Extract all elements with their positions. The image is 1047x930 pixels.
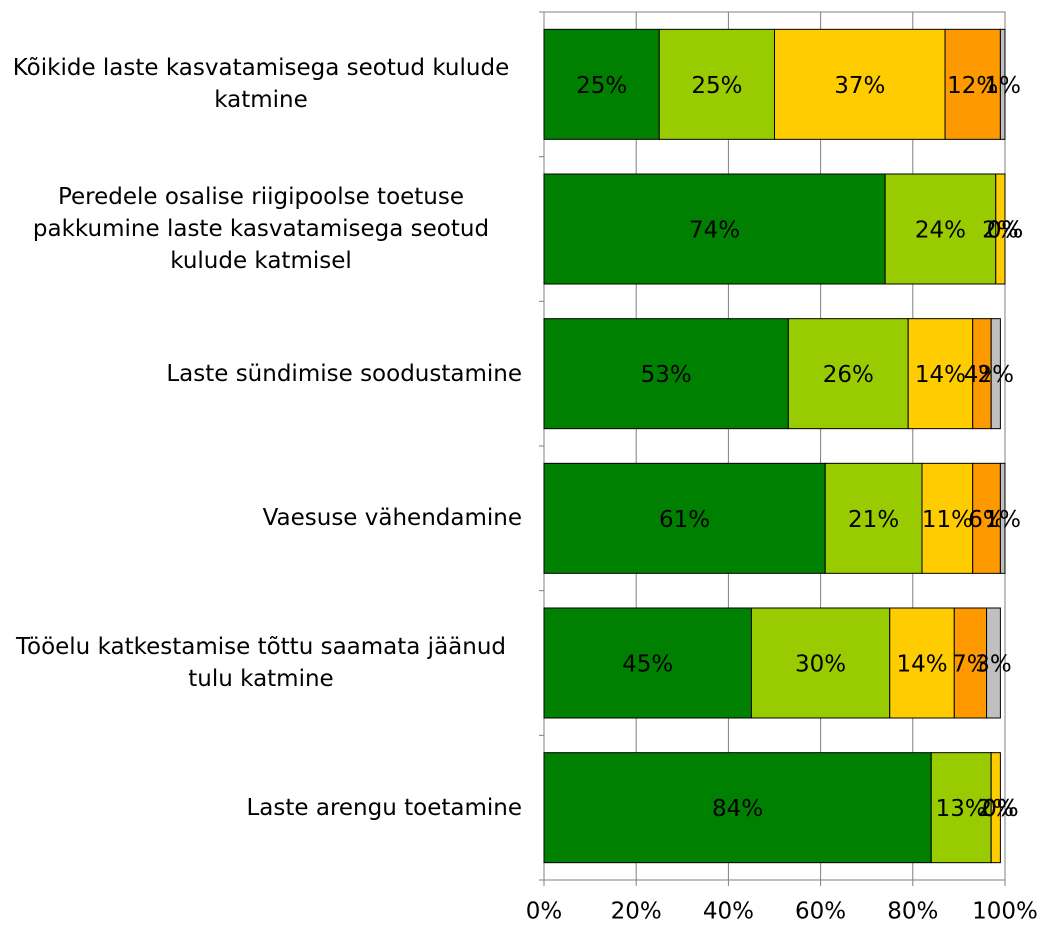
bar-segment: [972, 462, 1001, 574]
bar-segment: [930, 752, 992, 864]
category-label-box: Tööelu katkestamise tõttu saamata jäänud…: [0, 591, 522, 736]
data-label: 53%: [641, 362, 692, 388]
bar-segment: [990, 318, 1001, 430]
data-label: 2%: [978, 796, 1015, 822]
bar-segment: [824, 462, 923, 574]
x-tick-label: 0%: [526, 899, 563, 925]
x-tick-label: 100%: [972, 899, 1038, 925]
plot-area: [543, 11, 1006, 881]
data-label: 25%: [691, 73, 742, 99]
bar-segment: [750, 607, 891, 719]
category-label-box: Peredele osalise riigipoolse toetuse pak…: [0, 157, 522, 302]
data-label: 7%: [952, 652, 989, 678]
data-label: 84%: [712, 796, 763, 822]
data-label: 13%: [936, 796, 987, 822]
data-label: 0%: [987, 218, 1024, 244]
data-label: 61%: [659, 507, 710, 533]
data-label: 30%: [795, 652, 846, 678]
bar-segment: [907, 318, 974, 430]
y-tick-label: Laste sündimise soodustamine: [166, 360, 522, 387]
data-label: 14%: [896, 652, 947, 678]
data-label: 0%: [987, 218, 1024, 244]
data-label: 0%: [982, 796, 1019, 822]
data-label: 1%: [984, 507, 1021, 533]
data-label: 26%: [823, 362, 874, 388]
data-label: 45%: [622, 652, 673, 678]
bar-segment: [999, 28, 1006, 140]
bar-segment: [774, 28, 946, 140]
data-label: 37%: [834, 73, 885, 99]
bar-segment: [884, 173, 997, 285]
bar-segment: [999, 462, 1006, 574]
data-label: 3%: [975, 652, 1012, 678]
bar-segment: [543, 173, 886, 285]
x-tick-label: 40%: [703, 899, 754, 925]
y-tick-label: Peredele osalise riigipoolse toetuse pak…: [32, 183, 490, 274]
bar-segment: [995, 173, 1006, 285]
data-label: 2%: [978, 362, 1015, 388]
category-label-box: Vaesuse vähendamine: [0, 446, 522, 591]
x-tick-label: 60%: [795, 899, 846, 925]
data-label: 12%: [947, 73, 998, 99]
bar-segment: [658, 28, 775, 140]
y-tick-label: Tööelu katkestamise tõttu saamata jäänud…: [15, 633, 507, 692]
data-label: 6%: [968, 507, 1005, 533]
data-label: 2%: [982, 218, 1019, 244]
bar-segment: [986, 607, 1001, 719]
category-label-box: Kõikide laste kasvatamisega seotud kulud…: [0, 12, 522, 157]
bar-segment: [543, 752, 932, 864]
bar-segment: [543, 462, 826, 574]
data-label: 14%: [915, 362, 966, 388]
bar-segment: [543, 318, 789, 430]
bar-segment: [921, 462, 974, 574]
y-tick-label: Vaesuse vähendamine: [262, 505, 522, 532]
x-tick-label: 20%: [611, 899, 662, 925]
category-label-box: Laste sündimise soodustamine: [0, 301, 522, 446]
bar-segment: [944, 28, 1001, 140]
category-label-box: Laste arengu toetamine: [0, 735, 522, 880]
data-label: 74%: [689, 218, 740, 244]
bar-segment: [543, 607, 752, 719]
x-tick-label: 80%: [887, 899, 938, 925]
bar-segment: [953, 607, 988, 719]
y-tick-label: Kõikide laste kasvatamisega seotud kulud…: [12, 55, 510, 114]
bar-segment: [990, 752, 1001, 864]
data-label: 1%: [984, 73, 1021, 99]
data-label: 21%: [848, 507, 899, 533]
data-label: 0%: [982, 796, 1019, 822]
data-label: 25%: [576, 73, 627, 99]
y-tick-label: Laste arengu toetamine: [246, 794, 522, 821]
data-label: 24%: [915, 218, 966, 244]
data-label: 11%: [922, 507, 973, 533]
bar-segment: [787, 318, 909, 430]
